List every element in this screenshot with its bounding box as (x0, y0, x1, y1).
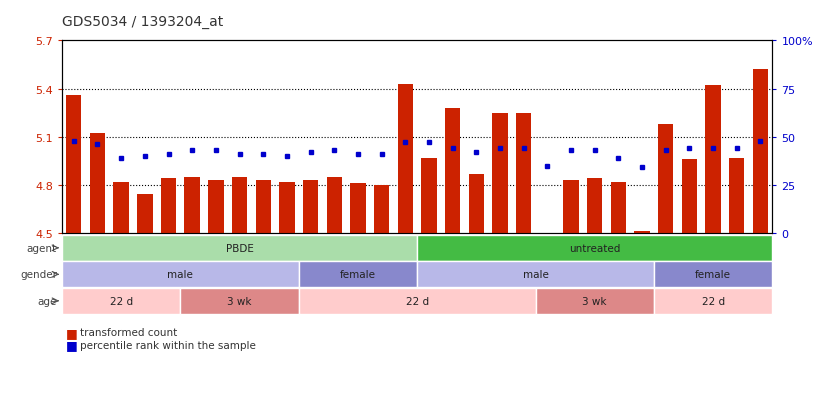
Bar (161, 179, 176, 233)
Text: GDS5034 / 1393204_at: GDS5034 / 1393204_at (62, 15, 223, 29)
Text: 22 d: 22 d (110, 296, 133, 306)
Bar (137, 195, 153, 233)
Text: female: female (340, 270, 376, 280)
Text: 22 d: 22 d (701, 296, 724, 306)
Bar (634, 232, 650, 233)
Bar (421, 158, 437, 233)
Bar (417, 235, 772, 261)
Bar (208, 180, 224, 233)
Text: 3 wk: 3 wk (227, 296, 252, 306)
Bar (299, 262, 417, 287)
Bar (563, 180, 579, 233)
Text: PBDE: PBDE (225, 243, 254, 253)
Bar (303, 180, 318, 233)
Bar (681, 160, 697, 233)
Text: gender: gender (20, 270, 57, 280)
Bar (610, 182, 626, 233)
Bar (255, 180, 271, 233)
Text: agent: agent (27, 243, 57, 253)
Bar (62, 262, 299, 287)
Bar (232, 177, 247, 233)
Text: percentile rank within the sample: percentile rank within the sample (80, 340, 256, 350)
Text: male: male (523, 270, 548, 280)
Bar (397, 85, 413, 233)
Bar (374, 185, 389, 233)
Bar (350, 184, 366, 233)
Bar (90, 134, 105, 233)
Bar (62, 288, 180, 314)
Bar (299, 288, 535, 314)
Bar (279, 182, 295, 233)
Bar (445, 109, 460, 233)
Text: transformed count: transformed count (80, 328, 178, 337)
Bar (705, 86, 721, 233)
Text: female: female (695, 270, 731, 280)
Bar (326, 177, 342, 233)
Text: 3 wk: 3 wk (582, 296, 607, 306)
Text: untreated: untreated (569, 243, 620, 253)
Bar (66, 96, 82, 233)
Text: age: age (38, 296, 57, 306)
Bar (180, 288, 299, 314)
Bar (729, 158, 744, 233)
Text: ■: ■ (66, 338, 78, 351)
Bar (654, 262, 772, 287)
Bar (752, 70, 768, 233)
Bar (535, 288, 654, 314)
Bar (113, 182, 129, 233)
Text: 22 d: 22 d (406, 296, 429, 306)
Bar (184, 177, 200, 233)
Text: male: male (168, 270, 193, 280)
Bar (587, 179, 602, 233)
Bar (468, 174, 484, 233)
Text: ■: ■ (66, 326, 78, 339)
Bar (654, 288, 772, 314)
Bar (492, 113, 508, 233)
Bar (658, 125, 673, 233)
Bar (62, 235, 417, 261)
Bar (516, 113, 531, 233)
Bar (417, 262, 654, 287)
